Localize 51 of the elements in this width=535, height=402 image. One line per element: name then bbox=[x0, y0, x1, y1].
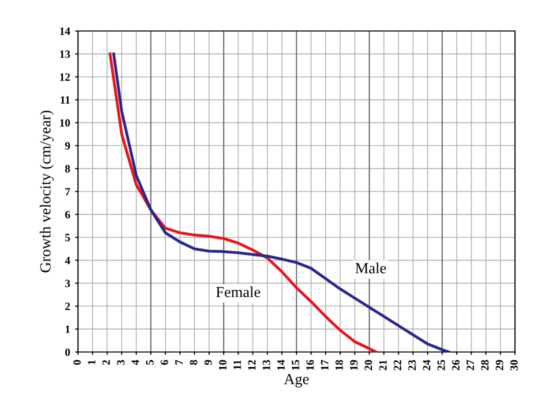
series-label: Female bbox=[216, 286, 260, 298]
x-tick-label: 28 bbox=[481, 360, 489, 370]
x-tick-label: 14 bbox=[277, 360, 285, 370]
x-tick-label: 22 bbox=[394, 360, 402, 370]
x-tick-label: 12 bbox=[248, 360, 256, 370]
x-tick-label: 23 bbox=[408, 360, 416, 370]
x-tick-label: 4 bbox=[132, 360, 139, 366]
x-tick-label: 24 bbox=[422, 360, 430, 370]
y-tick-label: 9 bbox=[65, 142, 70, 150]
x-axis-title: Age bbox=[284, 374, 309, 388]
x-tick-label: 1 bbox=[88, 360, 96, 364]
x-tick-label: 29 bbox=[496, 360, 504, 370]
y-tick-label: 12 bbox=[60, 73, 70, 81]
y-tick-label: 2 bbox=[65, 302, 70, 310]
x-tick-label: 5 bbox=[146, 360, 154, 365]
x-tick-label: 3 bbox=[117, 360, 124, 365]
y-tick-label: 8 bbox=[65, 165, 70, 173]
line-series bbox=[112, 52, 450, 352]
x-tick-label: 15 bbox=[292, 360, 300, 370]
x-tick-label: 10 bbox=[218, 360, 226, 370]
y-tick-label: 7 bbox=[65, 188, 70, 196]
y-tick-label: 0 bbox=[65, 348, 70, 356]
y-tick-label: 14 bbox=[60, 28, 70, 35]
x-tick-label: 21 bbox=[379, 360, 387, 370]
x-tick-label: 17 bbox=[320, 360, 328, 370]
y-tick-label: 5 bbox=[65, 234, 70, 242]
x-tick-label: 25 bbox=[437, 360, 445, 370]
x-tick-label: 19 bbox=[350, 360, 358, 370]
x-tick-label: 9 bbox=[204, 360, 212, 365]
x-tick-label: 6 bbox=[160, 360, 168, 365]
y-tick-label: 1 bbox=[66, 326, 70, 333]
y-axis-title: Growth velocity (cm/year) bbox=[40, 110, 54, 272]
x-tick-label: 11 bbox=[234, 360, 241, 370]
x-tick-label: 8 bbox=[190, 360, 198, 365]
x-tick-label: 26 bbox=[452, 360, 460, 370]
y-tick-label: 11 bbox=[60, 96, 70, 104]
y-tick-label: 13 bbox=[60, 50, 70, 58]
x-tick-label: 27 bbox=[466, 360, 474, 370]
x-tick-label: 16 bbox=[306, 360, 314, 370]
y-tick-label: 6 bbox=[65, 210, 70, 218]
y-tick-label: 10 bbox=[60, 119, 70, 127]
y-tick-label: 4 bbox=[64, 256, 70, 264]
x-tick-label: 2 bbox=[102, 360, 110, 365]
x-tick-label: 0 bbox=[73, 360, 81, 365]
x-tick-label: 30 bbox=[510, 360, 518, 370]
x-tick-label: 20 bbox=[364, 360, 372, 370]
x-tick-label: 13 bbox=[262, 360, 270, 370]
x-tick-label: 18 bbox=[335, 360, 343, 370]
series-label: Male bbox=[356, 262, 386, 274]
y-tick-label: 3 bbox=[65, 280, 70, 288]
x-tick-label: 7 bbox=[175, 360, 183, 365]
